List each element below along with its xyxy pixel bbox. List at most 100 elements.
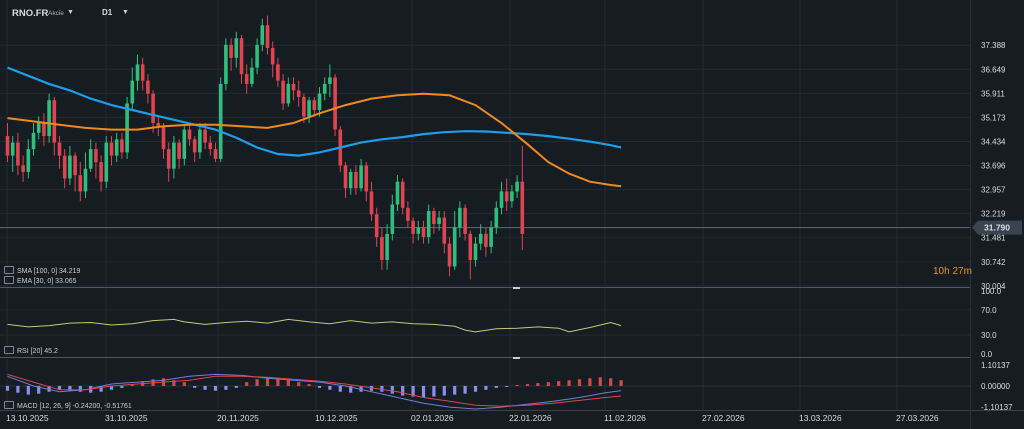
- candle-up: [473, 243, 478, 260]
- macd-histogram-bar-positive: [588, 378, 592, 386]
- candle-down: [42, 123, 46, 137]
- macd-histogram-bar-negative: [57, 385, 62, 390]
- macd-histogram-bar-positive: [130, 384, 134, 386]
- candle-up: [317, 93, 322, 110]
- macd-histogram-bar-negative: [453, 385, 457, 395]
- candle-down: [400, 181, 405, 208]
- candle-down: [463, 207, 467, 234]
- macd-histogram-bar-negative: [109, 385, 114, 390]
- candle-up: [26, 149, 31, 172]
- candle-down: [411, 220, 415, 234]
- current-price-label: 31.790: [984, 223, 1010, 233]
- pane-resize-handle[interactable]: [513, 357, 520, 359]
- macd-histogram-bar-negative: [463, 385, 467, 394]
- rsi-line: [7, 318, 622, 333]
- candle-up: [458, 207, 462, 228]
- macd-signal-line: [7, 373, 622, 407]
- candle-up: [224, 44, 228, 84]
- sma-legend[interactable]: SMA [100, 0] 34.219: [4, 266, 80, 275]
- symbol-label[interactable]: RNO.FR: [12, 8, 49, 19]
- price-axis-tick-label: 35.173: [981, 113, 1006, 122]
- candle-up: [348, 171, 353, 189]
- current-price-tag: [972, 220, 1022, 235]
- candle-down: [192, 139, 197, 153]
- ema-30-line: [7, 92, 622, 188]
- candle-up: [10, 142, 15, 156]
- candle-up: [307, 100, 311, 117]
- rsi-legend[interactable]: RSI [20] 45.2: [4, 346, 58, 355]
- candle-down: [447, 243, 452, 267]
- candle-down: [208, 142, 213, 150]
- candle-down: [265, 25, 270, 49]
- candle-down: [146, 80, 150, 94]
- candle-up: [385, 233, 389, 260]
- candle-down: [468, 233, 473, 260]
- candle-down: [57, 142, 62, 156]
- indicator-settings-icon[interactable]: [4, 401, 14, 409]
- macd-histogram-bar-negative: [37, 385, 41, 394]
- candle-up: [260, 25, 265, 45]
- candle-up: [36, 123, 41, 133]
- candle-down: [73, 155, 77, 176]
- timeframe-dropdown-icon[interactable]: ▼: [122, 9, 129, 16]
- price-axis-tick-label: 37.388: [981, 41, 1006, 50]
- candle-up: [31, 132, 36, 150]
- sma-legend-text: SMA [100, 0] 34.219: [17, 268, 81, 275]
- candle-down: [343, 165, 348, 189]
- indicator-settings-icon[interactable]: [4, 346, 14, 354]
- macd-histogram-bar-positive: [567, 380, 571, 386]
- indicator-settings-icon[interactable]: [4, 276, 14, 284]
- macd-histogram-bar-positive: [609, 378, 613, 386]
- candle-down: [213, 149, 218, 159]
- macd-histogram-bar-negative: [421, 385, 426, 398]
- candle-up: [125, 103, 129, 153]
- macd-histogram-bar-positive: [557, 381, 561, 386]
- rsi-axis-tick-label: 0.0: [981, 350, 993, 359]
- candle-up: [499, 191, 504, 208]
- candle-up: [515, 181, 519, 192]
- macd-histogram-bar-positive: [255, 379, 259, 386]
- candle-up: [510, 191, 514, 202]
- price-axis-tick-label: 32.957: [981, 186, 1006, 195]
- candle-down: [484, 233, 488, 247]
- macd-histogram-bar-negative: [193, 385, 197, 388]
- macd-histogram-bar-positive: [577, 379, 582, 386]
- timeframe-label[interactable]: D1: [102, 8, 113, 17]
- macd-histogram-bar-positive: [515, 385, 519, 386]
- macd-histogram-bar-positive: [172, 380, 176, 386]
- candle-down: [177, 142, 181, 159]
- candle-down: [374, 214, 379, 238]
- price-axis-tick-label: 30.742: [981, 258, 1006, 267]
- candle-down: [281, 80, 285, 104]
- price-axis-tick-label: 34.434: [981, 137, 1006, 146]
- candle-up: [83, 168, 88, 192]
- symbol-dropdown-icon[interactable]: ▼: [67, 9, 74, 16]
- exchange-label: Akcie: [48, 10, 64, 17]
- macd-histogram-bar-negative: [234, 385, 238, 388]
- macd-histogram-bar-negative: [16, 385, 20, 393]
- candle-down: [421, 227, 426, 238]
- candle-down: [21, 165, 25, 172]
- pane-resize-handle[interactable]: [513, 287, 520, 289]
- macd-histogram-bar-negative: [390, 385, 394, 394]
- time-axis-tick-label: 27.02.2026: [702, 413, 745, 423]
- candle-down: [520, 181, 525, 234]
- macd-histogram-bar-negative: [494, 385, 498, 388]
- candle-down: [302, 96, 306, 117]
- candle-down: [161, 126, 166, 150]
- price-axis-tick-label: 31.481: [981, 234, 1006, 243]
- candle-down: [52, 100, 57, 143]
- candle-down: [270, 48, 275, 65]
- macd-histogram-bar-negative: [224, 385, 228, 390]
- candle-up: [88, 149, 93, 169]
- candle-up: [234, 38, 239, 58]
- candle-up: [255, 44, 259, 68]
- ema-legend[interactable]: EMA [30, 0] 33.065: [4, 276, 77, 285]
- candle-down: [62, 155, 67, 179]
- time-axis-tick-label: 02.01.2026: [411, 413, 454, 423]
- macd-histogram-bar-negative: [505, 385, 509, 387]
- macd-legend[interactable]: MACD [12, 26, 9] -0.24200, -0.51761: [4, 401, 132, 410]
- candle-up: [104, 142, 109, 182]
- indicator-settings-icon[interactable]: [4, 266, 14, 274]
